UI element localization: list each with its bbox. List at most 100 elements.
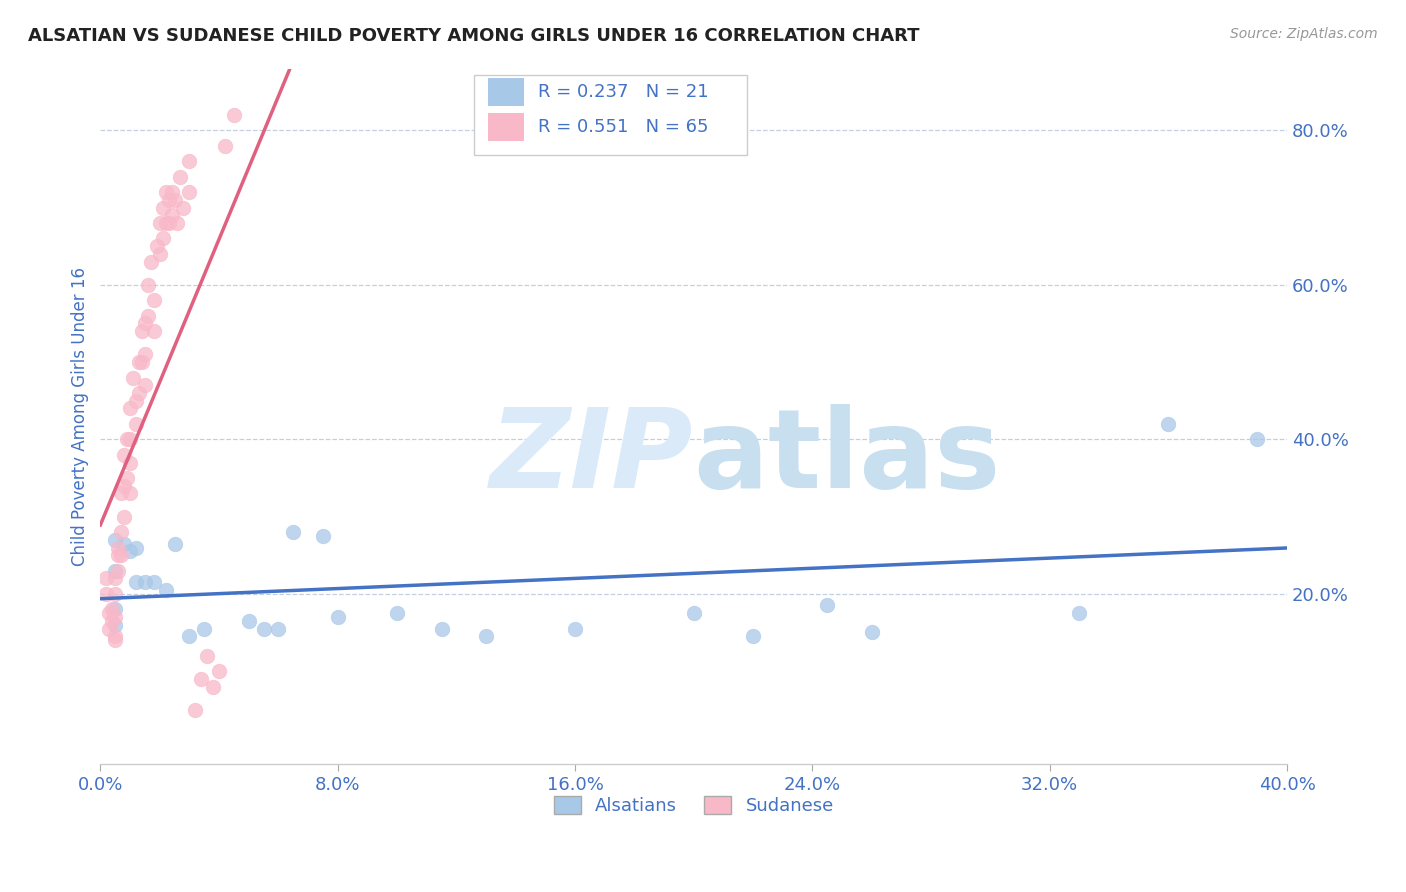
Point: [118, 486, 141, 500]
Point: [475, 629, 498, 643]
Point: [179, 154, 201, 169]
Point: [104, 564, 127, 578]
Point: [145, 239, 167, 253]
Point: [101, 602, 124, 616]
Point: [142, 293, 165, 308]
Point: [128, 355, 150, 369]
Point: [134, 317, 156, 331]
Text: ZIP: ZIP: [491, 404, 693, 511]
Point: [252, 622, 274, 636]
Point: [136, 277, 159, 292]
Point: [152, 231, 174, 245]
Point: [193, 622, 215, 636]
Point: [122, 370, 145, 384]
Point: [163, 536, 186, 550]
Point: [222, 108, 245, 122]
Point: [179, 185, 201, 199]
Point: [96, 571, 118, 585]
Point: [131, 324, 153, 338]
Point: [112, 509, 135, 524]
Point: [104, 571, 127, 585]
Point: [134, 347, 156, 361]
Point: [312, 529, 335, 543]
Point: [115, 471, 138, 485]
Point: [98, 606, 121, 620]
FancyBboxPatch shape: [488, 113, 524, 141]
Point: [385, 606, 408, 620]
Point: [742, 629, 765, 643]
Point: [184, 703, 207, 717]
Point: [107, 541, 129, 555]
Text: R = 0.551   N = 65: R = 0.551 N = 65: [538, 118, 709, 136]
Point: [214, 138, 236, 153]
Point: [142, 324, 165, 338]
Point: [1069, 606, 1091, 620]
FancyBboxPatch shape: [474, 76, 747, 155]
Point: [118, 401, 141, 416]
Point: [860, 625, 883, 640]
Point: [118, 456, 141, 470]
Point: [118, 433, 141, 447]
Point: [267, 622, 290, 636]
Text: atlas: atlas: [693, 404, 1001, 511]
Point: [1246, 433, 1268, 447]
Point: [163, 193, 186, 207]
Y-axis label: Child Poverty Among Girls Under 16: Child Poverty Among Girls Under 16: [72, 267, 89, 566]
Point: [136, 309, 159, 323]
Point: [149, 247, 172, 261]
Point: [110, 486, 132, 500]
Point: [104, 602, 127, 616]
Point: [104, 629, 127, 643]
Point: [283, 524, 305, 539]
Point: [134, 378, 156, 392]
Point: [155, 185, 177, 199]
Point: [157, 216, 180, 230]
Text: ALSATIAN VS SUDANESE CHILD POVERTY AMONG GIRLS UNDER 16 CORRELATION CHART: ALSATIAN VS SUDANESE CHILD POVERTY AMONG…: [28, 27, 920, 45]
Point: [125, 417, 148, 431]
Point: [682, 606, 704, 620]
Point: [195, 648, 218, 663]
Point: [160, 208, 183, 222]
Point: [564, 622, 586, 636]
Legend: Alsatians, Sudanese: Alsatians, Sudanese: [544, 787, 844, 824]
Point: [98, 622, 121, 636]
Point: [149, 216, 172, 230]
FancyBboxPatch shape: [488, 78, 524, 106]
Point: [202, 680, 225, 694]
Point: [134, 575, 156, 590]
Point: [155, 582, 177, 597]
Point: [179, 629, 201, 643]
Point: [104, 533, 127, 547]
Text: R = 0.237   N = 21: R = 0.237 N = 21: [538, 83, 709, 101]
Point: [107, 564, 129, 578]
Point: [160, 185, 183, 199]
Point: [169, 169, 191, 184]
Point: [110, 524, 132, 539]
Point: [115, 433, 138, 447]
Point: [139, 254, 162, 268]
Point: [1157, 417, 1180, 431]
Point: [110, 548, 132, 562]
Point: [208, 664, 231, 678]
Point: [190, 672, 212, 686]
Point: [430, 622, 453, 636]
Point: [112, 448, 135, 462]
Text: Source: ZipAtlas.com: Source: ZipAtlas.com: [1230, 27, 1378, 41]
Point: [101, 614, 124, 628]
Point: [104, 610, 127, 624]
Point: [112, 536, 135, 550]
Point: [155, 216, 177, 230]
Point: [112, 479, 135, 493]
Point: [152, 201, 174, 215]
Point: [128, 386, 150, 401]
Point: [238, 614, 260, 628]
Point: [326, 610, 349, 624]
Point: [104, 587, 127, 601]
Point: [96, 587, 118, 601]
Point: [125, 541, 148, 555]
Point: [104, 633, 127, 648]
Point: [142, 575, 165, 590]
Point: [815, 599, 838, 613]
Point: [104, 617, 127, 632]
Point: [107, 548, 129, 562]
